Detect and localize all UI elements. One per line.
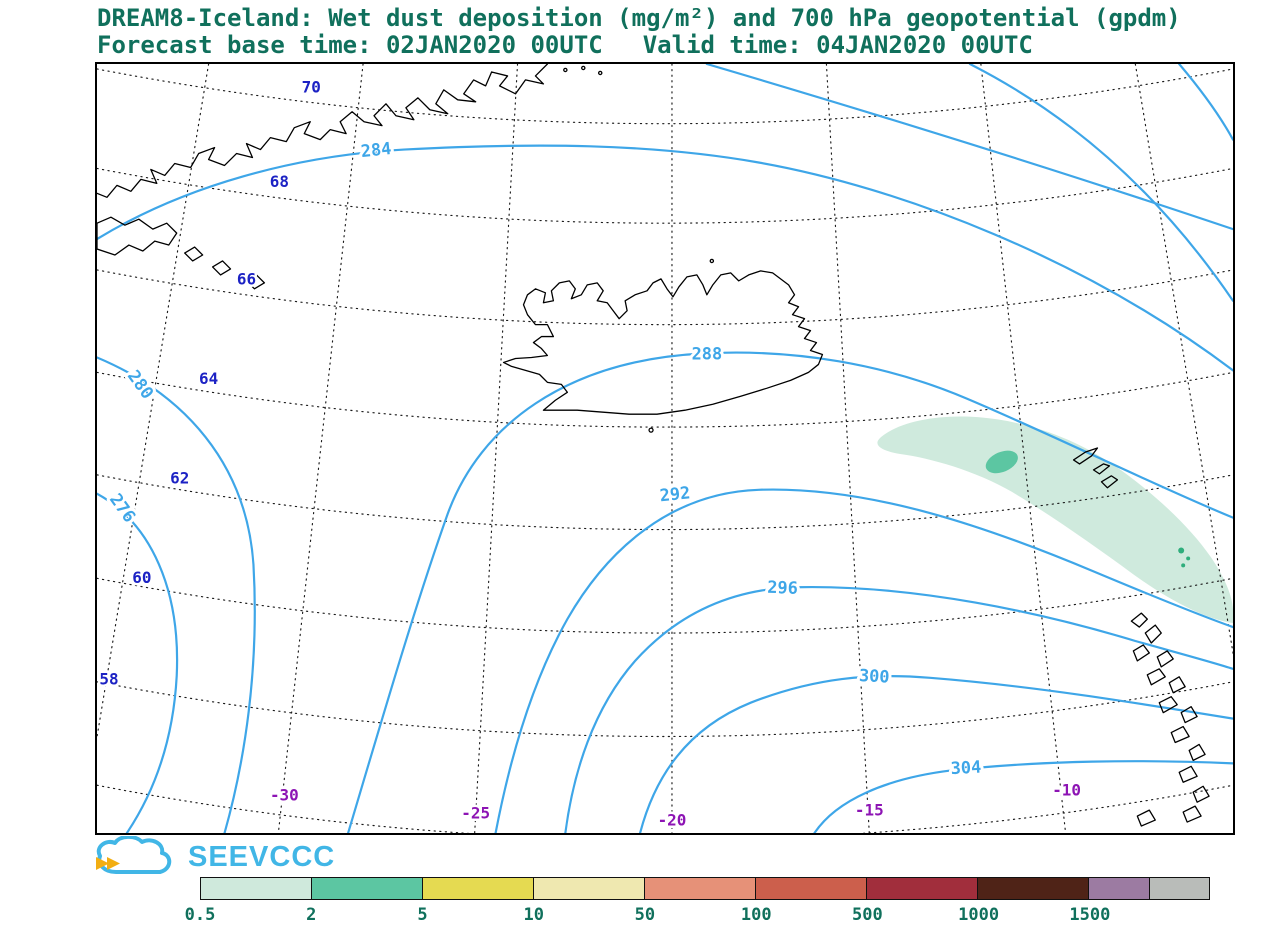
longitude-label-20: -20 <box>658 811 687 830</box>
colorbar-segment <box>1089 878 1150 899</box>
longitude-label-30: -30 <box>270 786 299 805</box>
latitude-label-60: 60 <box>132 568 151 587</box>
dust-plume-light <box>877 416 1233 624</box>
graticule <box>97 64 1233 833</box>
colorbar-segment <box>978 878 1090 899</box>
colorbar-segment <box>423 878 535 899</box>
latitude-label-70: 70 <box>302 77 321 96</box>
contour-284-line <box>97 144 1233 372</box>
latitude-label-66: 66 <box>237 269 256 288</box>
colorbar-segment <box>1149 878 1209 899</box>
map-frame: 276 280 284 288 292 296 300 304 70 68 66… <box>95 62 1235 835</box>
contour-label-288: 288 <box>692 344 723 364</box>
latitude-label-68: 68 <box>270 172 289 191</box>
contour-288-line <box>347 351 1233 833</box>
contour-300-line <box>638 674 1233 833</box>
contour-label-280: 280 <box>124 366 158 402</box>
greenland-coast-south <box>97 216 178 256</box>
forecast-base-time: Forecast base time: 02JAN2020 00UTC <box>97 31 603 59</box>
longitude-label-25: -25 <box>461 804 490 823</box>
colorbar-segment <box>312 878 424 899</box>
chart-title: DREAM8-Iceland: Wet dust deposition (mg/… <box>97 4 1181 32</box>
colorbar-segment <box>201 878 313 899</box>
deposition-colorbar: 0.5 2 5 10 50 100 500 1000 1500 <box>185 877 1210 927</box>
map-canvas: 276 280 284 288 292 296 300 304 70 68 66… <box>97 64 1233 833</box>
map-labels: 276 280 284 288 292 296 300 304 70 68 66… <box>97 75 1083 832</box>
colorbar-tick: 100 <box>740 905 772 925</box>
colorbar-segment <box>756 878 868 899</box>
geopotential-contours <box>97 64 1233 833</box>
colorbar-tick: 0.5 <box>184 905 216 925</box>
iceland-coast <box>502 270 824 415</box>
forecast-times: Forecast base time: 02JAN2020 00UTC Vali… <box>97 32 1181 59</box>
contour-276-line <box>97 492 179 833</box>
contour-280-line <box>97 356 256 833</box>
iceland-islets <box>648 258 715 433</box>
seevccc-logo: SEEVCCC <box>92 836 335 878</box>
colorbar-tick: 1000 <box>958 905 1000 925</box>
dust-core-medium <box>985 450 1018 474</box>
colorbar-tick: 50 <box>634 905 656 925</box>
latitude-label-58: 58 <box>99 669 118 688</box>
colorbar-tick: 5 <box>417 905 428 925</box>
contour-296-line <box>564 585 1233 833</box>
greenland-islets <box>184 65 603 290</box>
contour-label-296: 296 <box>767 577 798 598</box>
cloud-icon <box>96 836 172 874</box>
chart-header: DREAM8-Iceland: Wet dust deposition (mg/… <box>97 5 1181 59</box>
contour-label-304: 304 <box>950 757 982 779</box>
colorbar-segments <box>200 877 1210 900</box>
contour-label-276: 276 <box>106 489 140 525</box>
colorbar-segment <box>645 878 757 899</box>
logo-arrow-1 <box>96 857 109 870</box>
contour-label-300: 300 <box>858 665 890 687</box>
contour-upper-right-2 <box>968 64 1233 302</box>
colorbar-tick: 10 <box>523 905 544 925</box>
contour-label-292: 292 <box>659 482 691 505</box>
contour-upper-right-3 <box>1178 64 1233 141</box>
dust-deposition-shading <box>877 416 1233 624</box>
contour-304-line <box>813 760 1233 833</box>
latitude-label-64: 64 <box>199 369 218 388</box>
jan-mayen-islets <box>1072 447 1119 489</box>
logo-arrow-2 <box>107 857 120 870</box>
latitude-label-62: 62 <box>170 468 189 487</box>
colorbar-tick: 2 <box>306 905 317 925</box>
contour-label-284: 284 <box>360 138 392 161</box>
longitude-label-10: -10 <box>1052 781 1081 800</box>
longitude-label-15: -15 <box>855 801 884 820</box>
valid-time: Valid time: 04JAN2020 00UTC <box>642 31 1033 59</box>
colorbar-segment <box>534 878 646 899</box>
contour-292-line <box>494 488 1233 833</box>
dust-speckles <box>1178 547 1191 568</box>
colorbar-tick: 500 <box>852 905 883 925</box>
colorbar-segment <box>867 878 979 899</box>
colorbar-ticks: 0.5 2 5 10 50 100 500 1000 1500 <box>185 905 1210 927</box>
contour-upper-right-1 <box>705 64 1233 231</box>
greenland-coast <box>97 64 549 198</box>
colorbar-tick: 1500 <box>1069 905 1111 925</box>
logo-text: SEEVCCC <box>188 840 336 873</box>
coastlines <box>97 64 1210 827</box>
faroe-islands <box>1130 612 1210 827</box>
